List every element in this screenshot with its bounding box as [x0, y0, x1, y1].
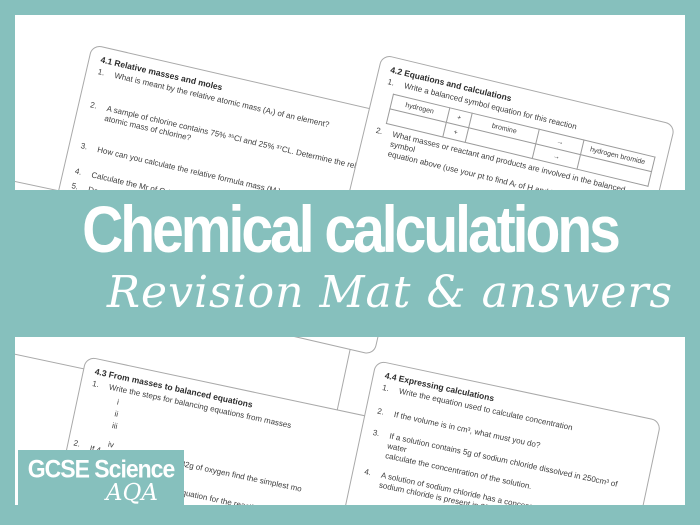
brand-logo: GCSE Science AQA — [18, 450, 184, 508]
question-number: 1. — [381, 383, 390, 394]
product-title: Chemical calculations — [82, 192, 621, 268]
brand-name: GCSE Science — [27, 455, 176, 484]
title-banner: Chemical calculations Revision Mat & ans… — [0, 190, 700, 337]
question-number: 3. — [371, 428, 381, 439]
product-subtitle: Revision Mat & answers — [106, 267, 674, 318]
question-number: 3. — [79, 141, 89, 152]
question-number: 2. — [89, 100, 98, 111]
worksheet-4-4: 4.4 Expressing calculations 1. Write the… — [334, 360, 662, 505]
question-number: 2. — [374, 125, 384, 137]
question-number: 4. — [73, 166, 83, 177]
question-number: 1. — [386, 77, 396, 88]
question-number: 2. — [376, 406, 385, 417]
question-number: 1. — [96, 67, 106, 78]
exam-board-name: AQA — [105, 480, 158, 506]
worksheet-4-4-title: 4.4 Expressing calculations — [383, 370, 496, 404]
question-number: 1. — [91, 379, 100, 390]
question-number: 4. — [363, 467, 373, 478]
